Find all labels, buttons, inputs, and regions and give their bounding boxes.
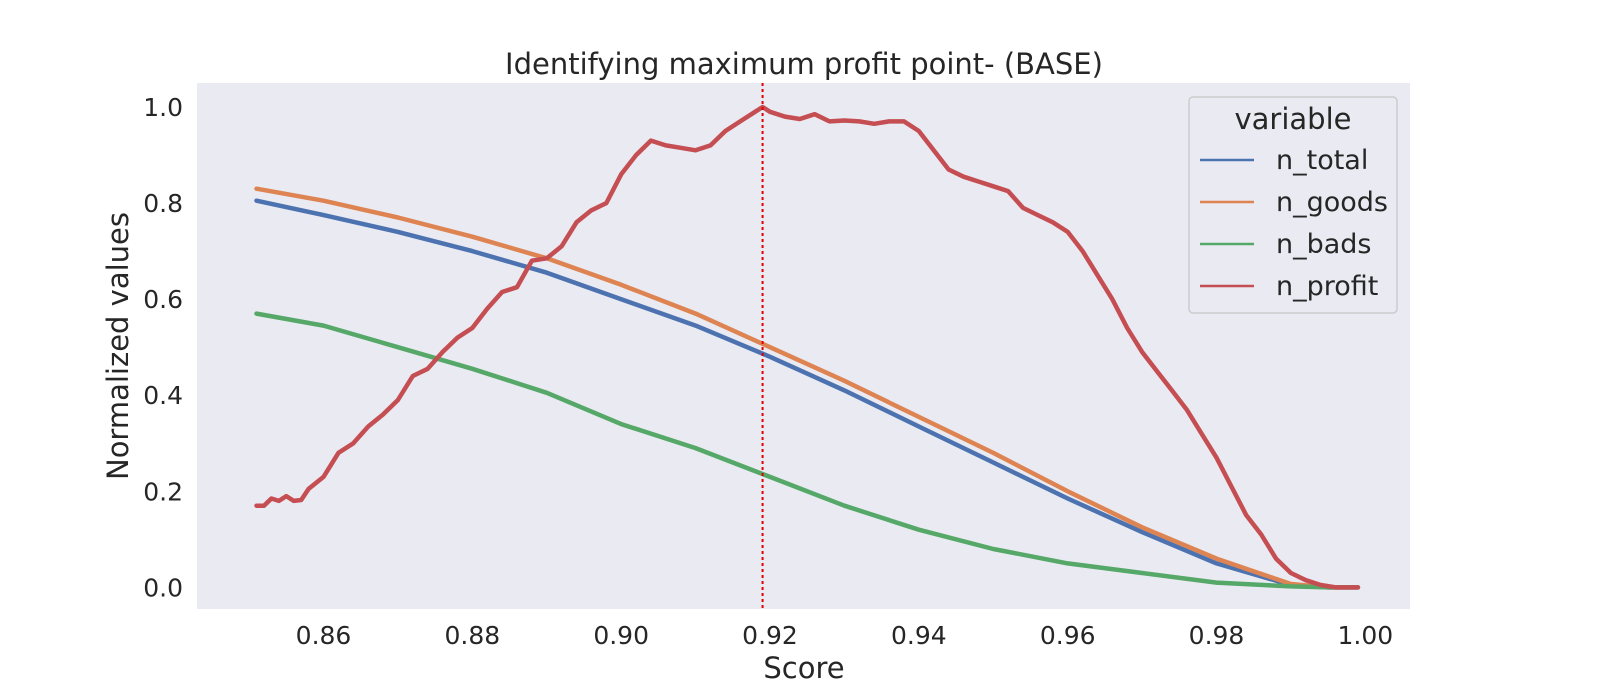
legend-label: n_goods bbox=[1276, 187, 1388, 218]
series-layer bbox=[254, 104, 1361, 590]
series-line-n-profit bbox=[254, 104, 1361, 590]
x-tick-label: 0.88 bbox=[445, 621, 501, 650]
y-axis: 0.0 0.2 0.4 0.6 0.8 1.0 bbox=[143, 93, 183, 602]
legend-title: variable bbox=[1235, 102, 1352, 136]
series-line-n-bads bbox=[254, 311, 1361, 590]
x-axis: 0.86 0.88 0.90 0.92 0.94 0.96 0.98 1.00 bbox=[296, 621, 1394, 650]
legend-label: n_total bbox=[1276, 145, 1368, 176]
series-line-n-total bbox=[254, 198, 1361, 590]
y-tick-label: 1.0 bbox=[143, 93, 183, 122]
x-axis-label: Score bbox=[763, 651, 844, 685]
x-tick-label: 1.00 bbox=[1338, 621, 1394, 650]
x-tick-label: 0.94 bbox=[891, 621, 947, 650]
legend: variable n_total n_goods n_bads n_profit bbox=[1188, 96, 1398, 314]
legend-label: n_profit bbox=[1276, 271, 1378, 302]
y-tick-label: 0.6 bbox=[143, 285, 183, 314]
x-tick-label: 0.98 bbox=[1189, 621, 1245, 650]
legend-box bbox=[1188, 96, 1398, 314]
x-tick-label: 0.90 bbox=[593, 621, 649, 650]
legend-label: n_bads bbox=[1276, 229, 1372, 260]
x-tick-label: 0.86 bbox=[296, 621, 352, 650]
y-tick-label: 0.8 bbox=[143, 189, 183, 218]
y-tick-label: 0.0 bbox=[143, 573, 183, 602]
legend-items: n_total n_goods n_bads n_profit bbox=[1200, 145, 1388, 302]
series-line-n-goods bbox=[254, 186, 1361, 590]
y-tick-label: 0.4 bbox=[143, 381, 183, 410]
x-tick-label: 0.92 bbox=[742, 621, 798, 650]
x-tick-label: 0.96 bbox=[1040, 621, 1096, 650]
y-axis-label: Normalized values bbox=[101, 212, 135, 480]
y-tick-label: 0.2 bbox=[143, 477, 183, 506]
chart-title: Identifying maximum profit point- (BASE) bbox=[505, 47, 1103, 81]
